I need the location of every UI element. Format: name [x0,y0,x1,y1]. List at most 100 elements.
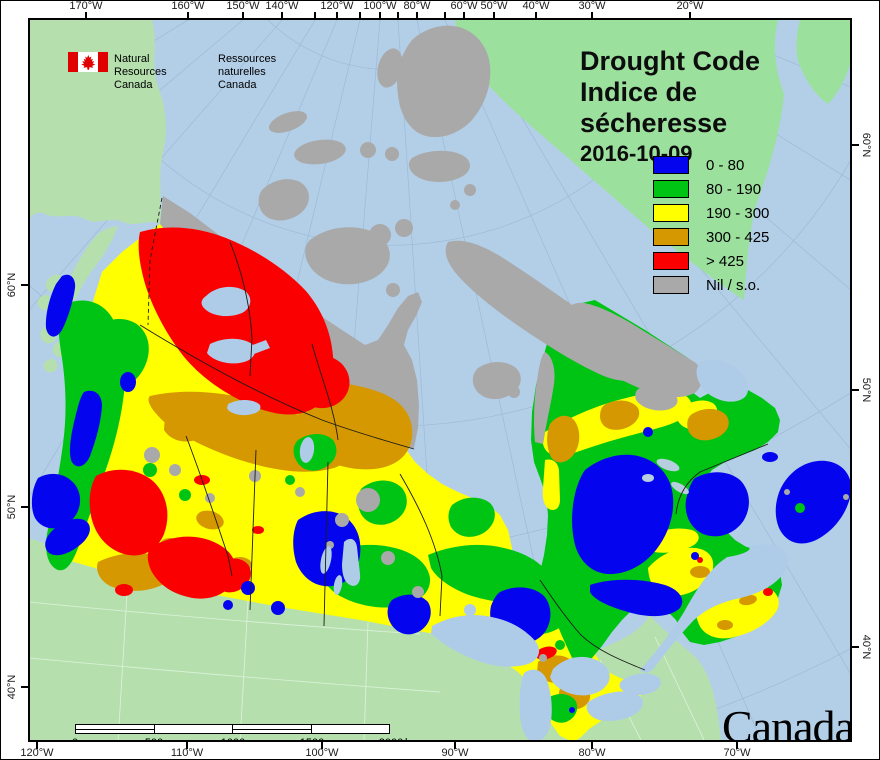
longitude-label: 80°W [403,0,431,12]
map-canvas [30,20,850,740]
scale-label: 2000 [371,737,411,740]
canada-flag-icon [68,52,108,72]
quebec-reservoirs [642,458,689,495]
longitude-label: 120°W [20,747,54,759]
latitude-tick [852,646,859,648]
ungava-bay [696,359,749,402]
longitude-label: 150°W [226,0,260,12]
longitude-tick [314,12,316,19]
longitude-tick [736,742,738,749]
canada-wordmark: Canada [722,701,850,740]
legend-label: > 425 [706,252,744,270]
legend-row: 80 - 190 [653,177,769,201]
legend: 0 - 80 80 - 190 190 - 300 300 - 425 > 42… [653,153,769,297]
iceland-landmass [796,20,850,104]
longitude-tick [535,12,537,19]
drought-blue-regions [31,274,778,713]
scale-segment [76,725,155,733]
legend-swatch-nil [653,276,689,294]
longitude-tick [444,12,446,19]
latitude-tick [852,144,859,146]
maple-leaf-icon [81,54,96,70]
longitude-tick [186,742,188,749]
map-viewport: Natural Resources Canada Ressources natu… [30,20,850,740]
title-english: Drought Code [580,46,760,76]
map-frame: Natural Resources Canada Ressources natu… [28,18,852,742]
banks-island [258,179,309,221]
scale-unit: km [405,737,445,740]
longitude-tick [281,12,283,19]
legend-label: 300 - 425 [706,228,770,246]
longitude-tick [397,12,399,19]
legend-row: Nil / s.o. [653,273,769,297]
longitude-label: 100°W [363,0,397,12]
lake-michigan [519,669,552,740]
alaska-panhandle [37,226,118,373]
anticosti-island [716,546,750,558]
longitude-tick [463,12,465,19]
longitude-label: 160°W [171,0,205,12]
longitude-label: 80°W [578,747,606,759]
longitude-label: 120°W [320,0,354,12]
st-lawrence-gulf [640,544,789,673]
longitude-label: 20°W [676,0,704,12]
lakes-and-bays [201,286,789,740]
newfoundland-island [775,460,850,544]
latitude-tick [21,284,28,286]
signature-text-en: Natural Resources Canada [114,53,167,91]
longitude-label: 50°W [480,0,508,12]
longitude-tick [416,12,418,19]
scale-label: 500 [134,737,174,740]
scale-segment [155,725,233,733]
province-borders [139,197,769,671]
scale-label: 1500 [292,737,332,740]
longitude-tick [359,12,361,19]
signature-text-fr: Ressources naturelles Canada [218,53,277,91]
lake-athabasca [227,399,261,416]
longitude-tick [336,12,338,19]
greenland-landmass [455,20,850,300]
longitude-label: 140°W [265,0,299,12]
longitude-label: 170°W [69,0,103,12]
legend-swatch-green [653,180,689,198]
longitude-label: 110°W [170,747,204,759]
lake-erie [586,691,643,721]
longitude-label: 100°W [305,747,339,759]
longitude-tick [689,12,691,19]
nil-spots [144,447,547,662]
legend-swatch-orange [653,228,689,246]
scale-label: 1000 [213,737,253,740]
scale-segment [233,725,312,733]
longitude-tick [493,12,495,19]
legend-swatch-yellow [653,204,689,222]
longitude-tick [85,12,87,19]
great-bear-lake [201,286,251,317]
map-title: Drought Code Indice de sécheresse 2016-1… [580,46,850,169]
legend-row: 300 - 425 [653,225,769,249]
lake-winnipeg [342,538,361,586]
alaska-landmass [30,20,166,224]
legend-label: Nil / s.o. [706,276,761,294]
longitude-label: 90°W [441,747,469,759]
longitude-label: 40°W [522,0,550,12]
ellesmere-island [397,25,491,138]
longitude-label: 60°W [450,0,478,12]
longitude-tick [591,12,593,19]
lake-huron [550,656,610,696]
legend-row: 0 - 80 [653,153,769,177]
devon-island [408,150,471,182]
legend-label: 80 - 190 [706,180,762,198]
longitude-tick [379,12,381,19]
longitude-label: 70°W [723,747,751,759]
title-french: Indice de sécheresse [580,77,728,138]
longitude-tick [321,742,323,749]
longitude-tick [242,12,244,19]
longitude-label: 30°W [578,0,606,12]
arctic-islands [258,25,642,400]
latitude-tick [852,389,859,391]
latitude-tick [21,506,28,508]
longitude-tick [36,742,38,749]
us-state-lines [30,576,705,740]
longitude-tick [591,742,593,749]
